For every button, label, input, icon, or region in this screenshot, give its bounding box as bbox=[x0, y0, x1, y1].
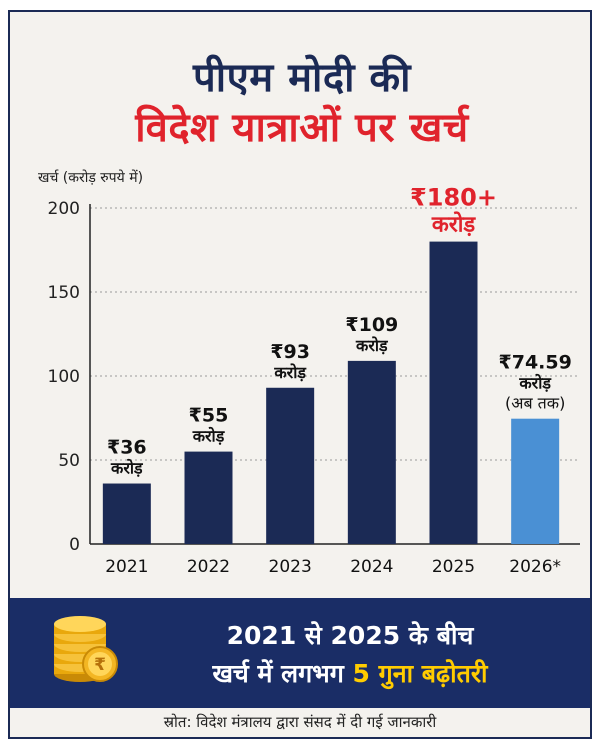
y-tick-label: 0 bbox=[69, 535, 80, 555]
bar bbox=[429, 241, 478, 544]
x-tick-label: 2026* bbox=[509, 557, 561, 577]
bar bbox=[347, 360, 396, 544]
bar-value-label: ₹36 bbox=[107, 437, 147, 459]
bar-unit-label: करोड़ bbox=[518, 374, 552, 393]
banner-line-2-prefix: खर्च में लगभग bbox=[212, 659, 353, 688]
bar-value-label: ₹74.59 bbox=[499, 352, 572, 374]
bar-unit-label: करोड़ bbox=[110, 459, 144, 478]
y-tick-label: 50 bbox=[58, 451, 80, 471]
y-tick-label: 100 bbox=[48, 367, 80, 387]
bar-chart: 0501001502002021₹36करोड़2022₹55करोड़2023… bbox=[48, 184, 580, 577]
bar-unit-label: करोड़ bbox=[355, 336, 389, 355]
y-tick-label: 150 bbox=[48, 283, 80, 303]
y-axis-label: खर्च (करोड़ रुपये में) bbox=[38, 170, 144, 186]
y-tick-label: 200 bbox=[48, 199, 80, 219]
bar bbox=[102, 483, 151, 544]
banner-line-1: 2021 से 2025 के बीच bbox=[226, 621, 474, 650]
bar-value-label: ₹109 bbox=[345, 314, 398, 336]
coin-stack-icon: ₹ bbox=[54, 616, 118, 682]
bar bbox=[266, 387, 315, 544]
banner-highlight: 5 गुना बढ़ोतरी bbox=[352, 659, 488, 688]
bar-unit-label: करोड़ bbox=[273, 363, 307, 382]
bar bbox=[184, 451, 233, 544]
infographic-card: पीएम मोदी की विदेश यात्राओं पर खर्च खर्च… bbox=[8, 10, 592, 739]
rupee-icon: ₹ bbox=[82, 646, 118, 682]
svg-text:₹: ₹ bbox=[94, 655, 106, 675]
x-tick-label: 2025 bbox=[432, 557, 475, 577]
bar-value-label: ₹180+ bbox=[410, 184, 497, 212]
x-tick-label: 2023 bbox=[269, 557, 312, 577]
title-line-2: विदेश यात्राओं पर खर्च bbox=[135, 105, 469, 151]
bar bbox=[511, 418, 560, 544]
x-tick-label: 2024 bbox=[350, 557, 393, 577]
bar-unit-label: करोड़ bbox=[431, 211, 477, 238]
bar-value-label: ₹93 bbox=[270, 341, 310, 363]
bar-value-label: ₹55 bbox=[189, 405, 229, 427]
source-note: स्रोत: विदेश मंत्रालय द्वारा संसद में दी… bbox=[163, 713, 437, 731]
bar-note-label: (अब तक) bbox=[505, 394, 565, 413]
banner-line-2: खर्च में लगभग 5 गुना बढ़ोतरी bbox=[120, 656, 580, 690]
bar-unit-label: करोड़ bbox=[192, 427, 226, 446]
title-line-1: पीएम मोदी की bbox=[193, 55, 411, 101]
x-tick-label: 2021 bbox=[105, 557, 148, 577]
x-tick-label: 2022 bbox=[187, 557, 230, 577]
